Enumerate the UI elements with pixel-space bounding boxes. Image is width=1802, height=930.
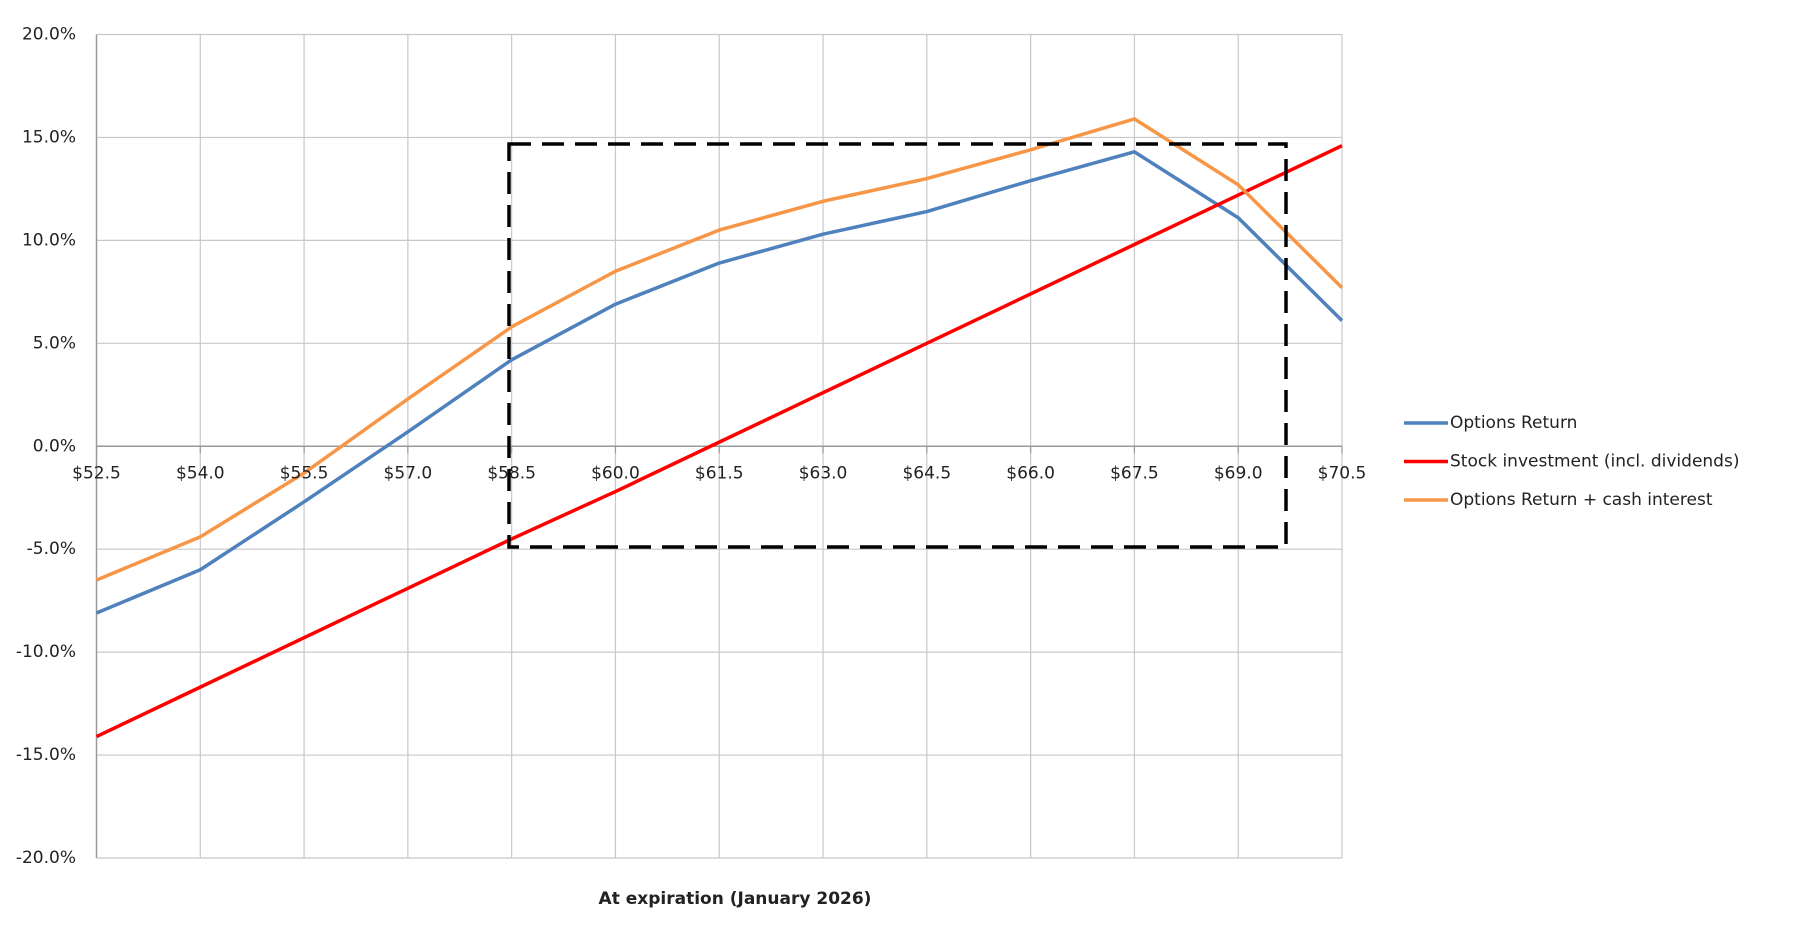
labels: -20.0% -15.0% -10.0% -5.0% 0.0% 5.0% 10.0% 15.0…	[16, 25, 1740, 869]
y-tick-label: -10.0%	[16, 642, 76, 662]
x-tick-label: $64.5	[902, 463, 951, 483]
x-tick-label: $70.5	[1318, 463, 1367, 483]
y-tick-label: 0.0%	[33, 436, 76, 456]
series-line	[95, 150, 1344, 615]
legend-label: Stock investment (incl. dividends)	[1450, 452, 1739, 472]
x-tick-label: $61.5	[695, 463, 744, 483]
x-tick-label: $67.5	[1110, 463, 1159, 483]
legend-label: Options Return	[1450, 413, 1577, 433]
x-tick-label: $60.0	[591, 463, 640, 483]
series-line	[95, 144, 1343, 739]
x-tick-label: $69.0	[1214, 463, 1263, 483]
x-axis-title: At expiration (January 2026)	[599, 889, 872, 909]
x-tick-label: $63.0	[799, 463, 848, 483]
y-tick-label: 15.0%	[22, 127, 76, 147]
x-tick-label: $57.0	[384, 463, 433, 483]
x-tick-label: $52.5	[72, 463, 121, 483]
highlight-box	[507, 142, 1288, 549]
y-tick-label: 5.0%	[33, 333, 76, 353]
lines	[95, 117, 1344, 739]
x-tick-label: $54.0	[176, 463, 225, 483]
series-line	[95, 117, 1344, 582]
y-tick-label: 10.0%	[22, 230, 76, 250]
x-tick-label: $58.5	[487, 463, 536, 483]
legend-label: Options Return + cash interest	[1450, 490, 1713, 510]
y-tick-label: -15.0%	[16, 745, 76, 765]
x-tick-label: $66.0	[1006, 463, 1055, 483]
y-tick-label: -5.0%	[27, 539, 76, 559]
y-tick-label: 20.0%	[22, 25, 76, 45]
y-tick-label: -20.0%	[16, 848, 76, 868]
x-tick-label: $55.5	[280, 463, 329, 483]
grid	[95, 33, 1343, 859]
